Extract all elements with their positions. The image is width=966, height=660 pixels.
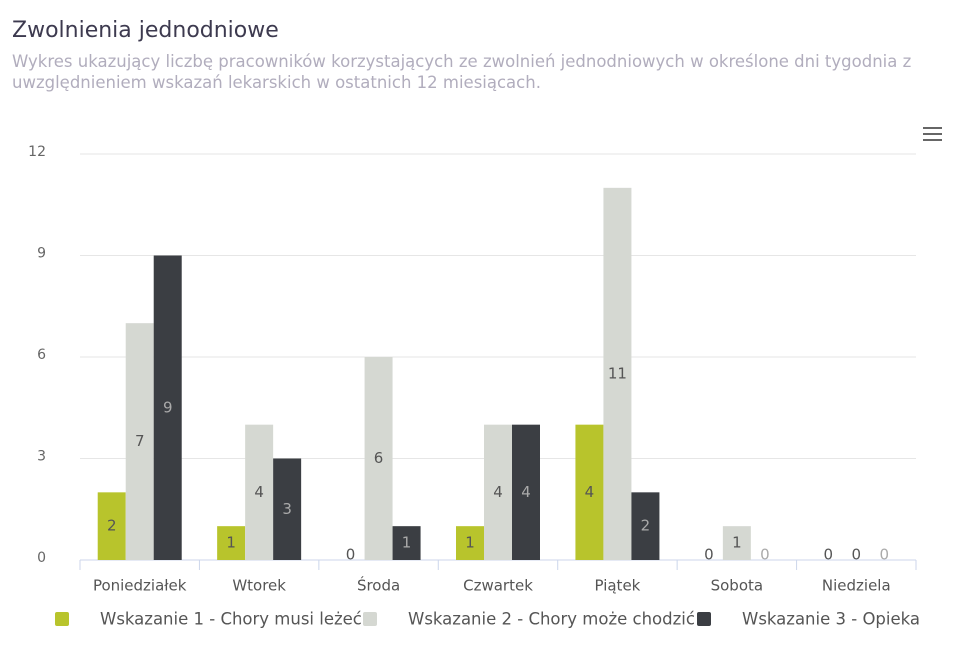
x-tick-label: Niedziela bbox=[822, 577, 891, 595]
bar bbox=[153, 255, 182, 560]
legend-swatch bbox=[697, 612, 711, 626]
data-label: 4 bbox=[585, 483, 595, 501]
bar bbox=[456, 526, 484, 560]
data-label: 7 bbox=[135, 432, 145, 450]
bar bbox=[512, 424, 540, 560]
data-label: 9 bbox=[163, 398, 173, 416]
y-tick-label: 0 bbox=[37, 550, 46, 566]
data-label: 0 bbox=[346, 546, 356, 564]
data-label: 0 bbox=[824, 546, 834, 564]
y-tick-label: 12 bbox=[28, 144, 46, 160]
data-label: 0 bbox=[704, 546, 714, 564]
chart-subtitle: Wykres ukazujący liczbę pracowników korz… bbox=[12, 52, 912, 92]
legend-label: Wskazanie 2 - Chory może chodzić bbox=[408, 610, 695, 629]
data-label: 6 bbox=[374, 449, 384, 467]
bar bbox=[603, 187, 632, 561]
bar bbox=[631, 492, 660, 560]
menu-button[interactable] bbox=[920, 124, 946, 146]
data-label: 0 bbox=[760, 546, 770, 564]
x-tick-label: Sobota bbox=[711, 577, 763, 595]
data-label: 2 bbox=[641, 517, 651, 535]
y-tick-label: 3 bbox=[37, 449, 46, 465]
bar bbox=[97, 492, 126, 560]
data-label: 4 bbox=[493, 483, 503, 501]
legend-label: Wskazanie 1 - Chory musi leżeć bbox=[100, 610, 362, 629]
data-label: 0 bbox=[880, 546, 890, 564]
y-tick-label: 9 bbox=[37, 246, 46, 262]
legend-swatch bbox=[55, 612, 69, 626]
chart-title: Zwolnienia jednodniowe bbox=[12, 18, 279, 43]
data-label: 3 bbox=[282, 500, 292, 518]
data-label: 1 bbox=[732, 534, 742, 552]
data-label: 1 bbox=[465, 534, 475, 552]
x-tick-label: Poniedziałek bbox=[93, 577, 187, 595]
x-tick-label: Środa bbox=[357, 576, 400, 595]
y-tick-label: 6 bbox=[37, 347, 46, 363]
data-label: 2 bbox=[107, 517, 117, 535]
x-tick-label: Czwartek bbox=[463, 577, 533, 595]
bar bbox=[364, 357, 393, 560]
data-label: 4 bbox=[254, 483, 264, 501]
x-tick-label: Wtorek bbox=[232, 577, 286, 595]
bar bbox=[722, 526, 751, 560]
data-label: 11 bbox=[608, 364, 627, 382]
bar bbox=[484, 424, 512, 560]
bar bbox=[392, 526, 421, 560]
x-tick-label: Piątek bbox=[594, 577, 640, 595]
data-label: 1 bbox=[226, 534, 236, 552]
bar bbox=[273, 458, 302, 560]
legend-swatch bbox=[363, 612, 377, 626]
bar bbox=[217, 526, 246, 560]
data-label: 4 bbox=[521, 483, 531, 501]
bar bbox=[125, 323, 154, 560]
legend-label: Wskazanie 3 - Opieka bbox=[742, 610, 920, 629]
data-label: 1 bbox=[402, 534, 412, 552]
bar bbox=[575, 424, 604, 560]
data-label: 0 bbox=[852, 546, 862, 564]
bar bbox=[245, 424, 274, 560]
